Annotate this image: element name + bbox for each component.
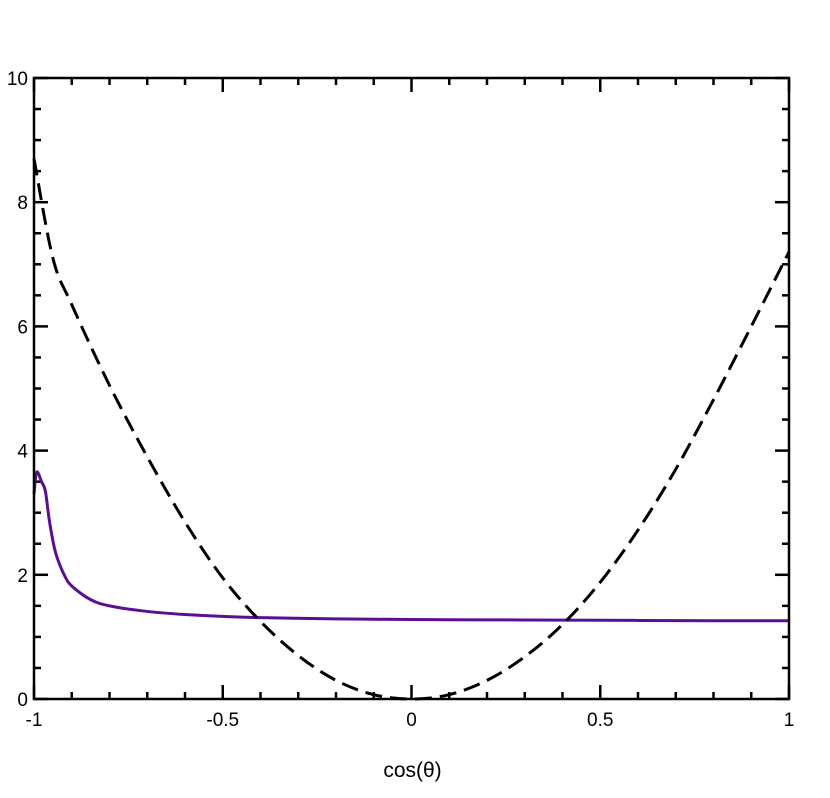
y-tick-label: 10 xyxy=(7,69,28,90)
axis-ticks xyxy=(32,76,791,701)
y-tick-label: 2 xyxy=(17,566,28,587)
x-tick-label: -0.5 xyxy=(206,710,239,731)
y-tick-label: 6 xyxy=(17,317,28,338)
x-axis-title: cos(θ) xyxy=(383,759,441,782)
chart-series xyxy=(32,158,791,701)
solid-series-line xyxy=(32,470,790,623)
x-tick-label: 1 xyxy=(784,710,795,731)
dashed-series-line xyxy=(32,158,791,701)
y-tick-label: 4 xyxy=(17,442,28,463)
y-tick-label: 0 xyxy=(17,690,28,711)
plot-frame xyxy=(32,76,791,701)
x-tick-label: -1 xyxy=(26,710,43,731)
x-tick-label: 0.5 xyxy=(587,710,613,731)
y-tick-label: 8 xyxy=(17,193,28,214)
x-tick-label: 0 xyxy=(406,710,417,731)
